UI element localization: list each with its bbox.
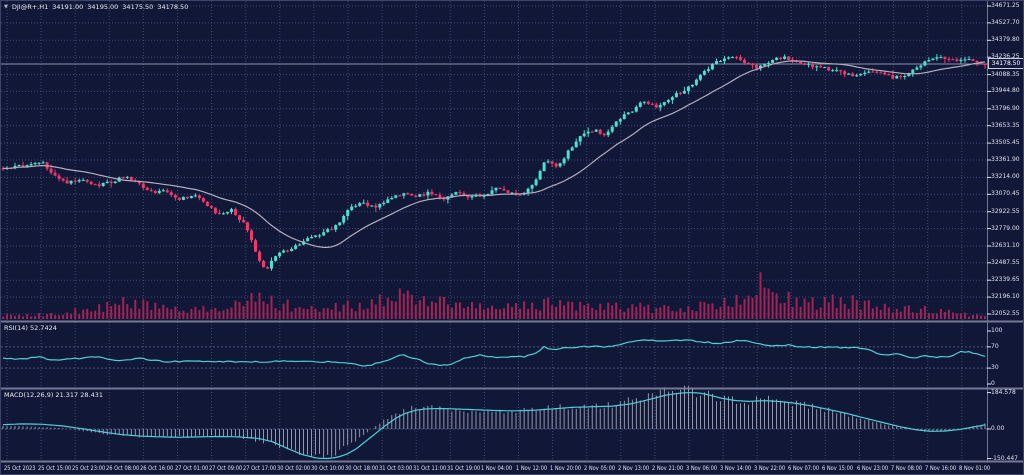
time-axis-label: 27 Oct 09:00 bbox=[208, 465, 242, 472]
macd-axis-label: -150.447 bbox=[991, 454, 1018, 462]
time-axis-label: 1 Nov 20:00 bbox=[549, 465, 581, 472]
macd-axis-label: 184.578 bbox=[991, 388, 1016, 396]
volume-layer bbox=[2, 272, 986, 319]
price-axis-label: 33505.45 bbox=[991, 139, 1020, 147]
rsi-indicator-label: RSI(14) 52.7424 bbox=[4, 324, 57, 332]
time-axis-label: 31 Oct 03:00 bbox=[379, 465, 413, 472]
time-axis-label: 25 Oct 23:00 bbox=[72, 465, 106, 472]
time-axis-label: 7 Nov 16:00 bbox=[924, 465, 956, 472]
price-axis-label: 34671.25 bbox=[991, 2, 1020, 9]
price-axis[interactable]: 34671.25 34527.70 34379.80 34236.25 34088.35… bbox=[987, 1, 1023, 462]
macd-indicator-label: MACD(12,26,9) 21.317 28.431 bbox=[4, 391, 103, 399]
rsi-axis-label: 100 bbox=[991, 327, 1003, 334]
time-axis-label: 27 Oct 01:00 bbox=[174, 465, 208, 472]
ohlc-open-value: 34191.00 bbox=[52, 3, 84, 11]
candles-layer bbox=[1, 54, 987, 271]
time-axis-label: 26 Oct 08:00 bbox=[106, 465, 140, 472]
price-axis-label: 32487.55 bbox=[991, 258, 1020, 266]
rsi-axis-label: 0 bbox=[991, 380, 995, 387]
time-axis-label: 3 Nov 06:00 bbox=[686, 465, 718, 472]
time-axis-label: 2 Nov 05:00 bbox=[583, 465, 615, 472]
time-axis-label: 31 Oct 11:00 bbox=[413, 465, 447, 472]
time-axis-label: 31 Oct 19:00 bbox=[447, 465, 481, 472]
current-price-tag: 34178.50 bbox=[988, 58, 1023, 70]
ohlc-low-value: 34175.50 bbox=[122, 3, 154, 11]
price-axis-label: 33070.45 bbox=[991, 190, 1020, 198]
time-axis-label: 30 Oct 18:00 bbox=[345, 465, 379, 472]
macd-axis-label: 0.00 bbox=[991, 425, 1005, 432]
rsi-line bbox=[2, 339, 986, 367]
time-axis[interactable]: 25 Oct 2023 25 Oct 15:00 25 Oct 23:00 26 Oc… bbox=[1, 462, 1023, 474]
time-axis-label: 3 Nov 14:00 bbox=[720, 465, 752, 472]
grid-layer bbox=[1, 1, 987, 460]
symbol-ohlc-header: ▼ DJI@R+,H1 34191.00 34195.00 34175.50 3… bbox=[4, 3, 188, 11]
panel-separator[interactable] bbox=[1, 460, 1024, 463]
macd-histogram bbox=[2, 385, 986, 458]
rsi-axis-label: 70 bbox=[991, 342, 999, 350]
ohlc-close-value: 34178.50 bbox=[157, 3, 189, 11]
panel-separator[interactable] bbox=[1, 387, 1024, 390]
time-axis-label: 25 Oct 2023 bbox=[4, 465, 36, 472]
symbol-period-label: DJI@R+,H1 bbox=[11, 3, 49, 11]
time-axis-label: 6 Nov 23:00 bbox=[856, 465, 888, 472]
price-axis-label: 33796.90 bbox=[991, 104, 1020, 112]
price-axis-label: 34236.25 bbox=[991, 53, 1020, 61]
price-axis-label: 34088.35 bbox=[991, 70, 1020, 78]
price-axis-label: 34527.70 bbox=[991, 18, 1020, 26]
time-axis-label: 1 Nov 04:00 bbox=[481, 465, 513, 472]
panel-separator[interactable] bbox=[1, 320, 1024, 323]
time-axis-label: 30 Oct 10:00 bbox=[310, 465, 345, 472]
price-axis-label: 33653.35 bbox=[991, 121, 1020, 129]
price-axis-label: 33214.00 bbox=[991, 173, 1020, 181]
time-axis-label: 30 Oct 02:00 bbox=[276, 465, 311, 472]
price-axis-label: 33361.90 bbox=[991, 156, 1020, 163]
ohlc-high-value: 34195.00 bbox=[87, 3, 119, 11]
time-axis-label: 8 Nov 01:00 bbox=[958, 465, 990, 472]
rsi-axis-label: 30 bbox=[991, 364, 999, 372]
price-axis-label: 32922.55 bbox=[991, 207, 1020, 215]
price-axis-label: 34379.80 bbox=[991, 36, 1020, 44]
symbol-marker-icon[interactable]: ▼ bbox=[4, 3, 8, 10]
price-axis-label: 33944.80 bbox=[991, 87, 1020, 95]
time-axis-label: 27 Oct 17:00 bbox=[242, 465, 276, 472]
time-axis-label: 26 Oct 16:00 bbox=[140, 465, 174, 472]
price-axis-label: 32339.65 bbox=[991, 276, 1020, 284]
time-axis-label: 1 Nov 12:00 bbox=[515, 465, 547, 472]
macd-signal-line bbox=[2, 392, 986, 460]
moving-average-line bbox=[2, 60, 986, 248]
time-axis-label: 6 Nov 07:00 bbox=[788, 465, 820, 472]
time-axis-label: 25 Oct 15:00 bbox=[38, 465, 72, 472]
time-axis-label: 2 Nov 21:00 bbox=[651, 465, 684, 472]
price-axis-label: 32052.55 bbox=[991, 310, 1020, 317]
time-axis-label: 7 Nov 08:00 bbox=[890, 465, 922, 472]
time-axis-label: 3 Nov 22:00 bbox=[754, 465, 786, 472]
time-axis-label: 6 Nov 15:00 bbox=[822, 465, 854, 472]
price-axis-label: 32779.00 bbox=[991, 224, 1020, 232]
time-axis-label: 2 Nov 13:00 bbox=[617, 465, 649, 472]
price-axis-label: 32631.10 bbox=[991, 241, 1020, 249]
price-axis-label: 32196.10 bbox=[991, 293, 1020, 301]
